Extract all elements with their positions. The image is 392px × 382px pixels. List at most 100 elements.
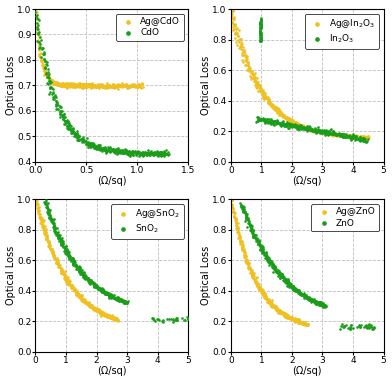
In$_2$O$_3$ (322, 132, 328, 138)
Ag@In$_2$O$_3$ (255, 83, 261, 89)
Ag@CdO (36, 43, 42, 49)
CdO (60, 114, 67, 120)
In$_2$O$_3$ (258, 23, 264, 29)
Ag@ZnO (267, 301, 273, 307)
In$_2$O$_3$ (290, 123, 297, 129)
SnO$_2$ (86, 279, 93, 285)
SnO$_2$ (46, 207, 53, 214)
Ag@In$_2$O$_3$ (343, 132, 349, 138)
Ag@In$_2$O$_3$ (292, 120, 299, 126)
Ag@SnO$_2$ (91, 305, 97, 311)
Ag@In$_2$O$_3$ (340, 131, 347, 138)
Ag@ZnO (231, 212, 237, 219)
CdO (115, 150, 122, 156)
Ag@SnO$_2$ (78, 297, 84, 303)
In$_2$O$_3$ (258, 37, 264, 44)
In$_2$O$_3$ (257, 22, 263, 28)
CdO (103, 148, 110, 154)
In$_2$O$_3$ (281, 122, 287, 128)
ZnO (239, 204, 245, 210)
Ag@In$_2$O$_3$ (239, 57, 245, 63)
Ag@SnO$_2$ (53, 260, 59, 266)
SnO$_2$ (82, 273, 88, 279)
SnO$_2$ (99, 288, 105, 294)
Ag@ZnO (235, 226, 241, 232)
In$_2$O$_3$ (298, 126, 304, 132)
Ag@SnO$_2$ (74, 291, 81, 297)
CdO (71, 129, 77, 135)
Ag@In$_2$O$_3$ (328, 131, 334, 138)
ZnO (262, 254, 269, 260)
SnO$_2$ (56, 238, 62, 244)
ZnO (260, 250, 267, 256)
In$_2$O$_3$ (353, 136, 359, 142)
SnO$_2$ (104, 290, 110, 296)
Ag@SnO$_2$ (100, 311, 106, 317)
In$_2$O$_3$ (329, 131, 336, 137)
Ag@ZnO (289, 315, 295, 321)
Ag@SnO$_2$ (56, 264, 62, 270)
In$_2$O$_3$ (308, 127, 314, 133)
In$_2$O$_3$ (269, 121, 275, 127)
CdO (36, 39, 42, 45)
ZnO (263, 255, 270, 261)
Ag@ZnO (231, 209, 237, 215)
Ag@CdO (92, 82, 98, 88)
Ag@In$_2$O$_3$ (253, 78, 259, 84)
Ag@ZnO (282, 311, 288, 317)
ZnO (316, 300, 322, 306)
Ag@ZnO (227, 200, 233, 206)
Ag@ZnO (243, 256, 249, 262)
In$_2$O$_3$ (284, 120, 290, 126)
Ag@In$_2$O$_3$ (341, 132, 348, 138)
CdO (102, 148, 109, 154)
ZnO (280, 274, 287, 280)
Ag@In$_2$O$_3$ (321, 130, 328, 136)
ZnO (251, 232, 258, 238)
CdO (85, 139, 91, 145)
Ag@ZnO (289, 315, 295, 321)
CdO (161, 152, 167, 159)
Ag@CdO (98, 81, 104, 87)
Ag@SnO$_2$ (60, 270, 67, 277)
Ag@ZnO (243, 256, 249, 262)
SnO$_2$ (50, 220, 56, 226)
Ag@SnO$_2$ (80, 296, 87, 302)
Ag@In$_2$O$_3$ (247, 67, 253, 73)
Ag@SnO$_2$ (111, 316, 118, 322)
Ag@CdO (81, 83, 87, 89)
In$_2$O$_3$ (300, 124, 307, 130)
ZnO (264, 254, 270, 261)
Ag@CdO (100, 84, 107, 90)
Ag@CdO (45, 72, 51, 78)
CdO (87, 142, 94, 148)
Ag@CdO (38, 55, 44, 61)
Ag@In$_2$O$_3$ (310, 127, 316, 133)
Ag@SnO$_2$ (113, 316, 119, 322)
Ag@In$_2$O$_3$ (361, 133, 367, 139)
Ag@In$_2$O$_3$ (338, 131, 345, 137)
In$_2$O$_3$ (349, 134, 355, 140)
Ag@SnO$_2$ (70, 284, 76, 290)
In$_2$O$_3$ (257, 21, 263, 27)
Ag@SnO$_2$ (76, 293, 82, 299)
In$_2$O$_3$ (309, 126, 315, 132)
Ag@In$_2$O$_3$ (313, 128, 319, 134)
CdO (57, 104, 63, 110)
Ag@SnO$_2$ (46, 240, 52, 246)
ZnO (285, 282, 292, 288)
Ag@SnO$_2$ (114, 315, 120, 321)
SnO$_2$ (170, 317, 176, 323)
Ag@SnO$_2$ (97, 309, 103, 315)
CdO (138, 150, 144, 156)
Ag@CdO (139, 81, 145, 87)
Ag@ZnO (239, 241, 245, 248)
Ag@In$_2$O$_3$ (265, 98, 271, 104)
Ag@In$_2$O$_3$ (262, 91, 269, 97)
ZnO (340, 324, 346, 330)
In$_2$O$_3$ (339, 131, 345, 138)
CdO (159, 152, 165, 158)
Ag@In$_2$O$_3$ (229, 11, 236, 17)
SnO$_2$ (110, 293, 116, 299)
Y-axis label: Optical Loss: Optical Loss (201, 56, 211, 115)
